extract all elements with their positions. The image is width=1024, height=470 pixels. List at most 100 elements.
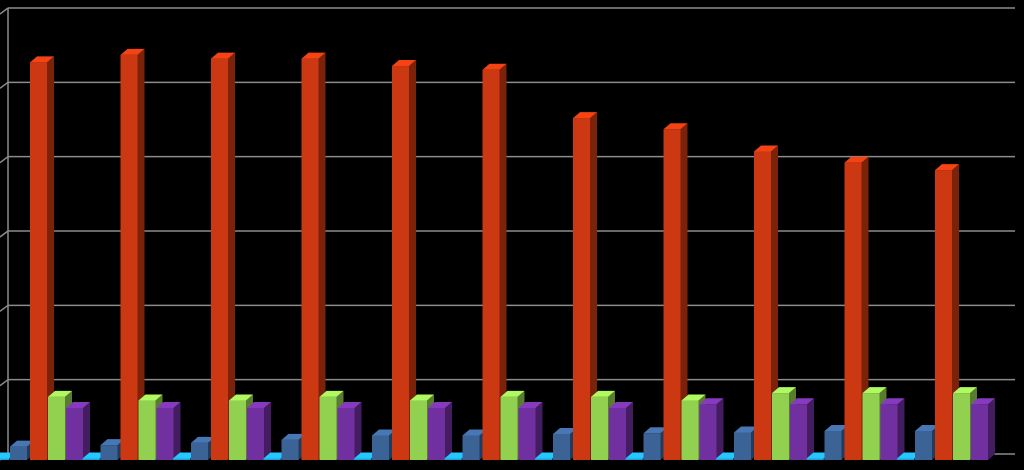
bar xyxy=(935,170,952,460)
bar-side xyxy=(264,401,271,460)
bar-side xyxy=(861,156,869,460)
bar-top xyxy=(462,429,487,436)
bar-top xyxy=(591,390,615,397)
bar xyxy=(953,393,970,460)
bar xyxy=(247,407,264,460)
bar xyxy=(897,458,914,460)
bar-side xyxy=(807,398,814,460)
bar xyxy=(880,404,898,460)
bar-side xyxy=(626,401,633,460)
bar xyxy=(716,458,733,460)
bar xyxy=(10,446,27,460)
grid-line-side xyxy=(0,7,9,15)
bar-top xyxy=(518,401,543,408)
bar-top xyxy=(734,426,758,433)
bar-top xyxy=(754,145,778,152)
bar xyxy=(428,407,445,460)
bar xyxy=(754,151,771,460)
bar xyxy=(790,404,807,460)
bar xyxy=(48,396,65,460)
grid-line-side xyxy=(0,156,9,164)
bar-side xyxy=(83,401,90,460)
bar-top xyxy=(573,112,597,119)
bar-top xyxy=(880,398,905,405)
bar-side xyxy=(173,401,181,460)
bar xyxy=(844,162,862,460)
bar xyxy=(500,396,518,460)
bar xyxy=(354,458,371,460)
bar xyxy=(444,458,462,460)
bar xyxy=(535,458,552,460)
bar-side xyxy=(952,164,959,460)
bar xyxy=(319,396,337,460)
bar-top xyxy=(935,164,959,171)
bar-side xyxy=(137,48,145,461)
bar-top xyxy=(681,394,706,401)
bar xyxy=(915,431,932,460)
bar xyxy=(862,393,880,460)
bar-top xyxy=(790,398,814,405)
bar-top xyxy=(428,401,452,408)
bar-top xyxy=(772,387,796,394)
grid-line-side xyxy=(0,379,9,387)
bar xyxy=(191,442,208,460)
bar xyxy=(518,407,536,460)
bar-top xyxy=(971,398,995,405)
bar-top xyxy=(281,433,306,440)
bar-top xyxy=(643,427,668,434)
bar xyxy=(643,433,661,460)
bar-top xyxy=(301,52,326,59)
bar xyxy=(772,393,789,460)
bar xyxy=(372,435,389,460)
bar-top xyxy=(392,60,416,67)
bar-side xyxy=(445,401,452,460)
bar-side xyxy=(499,63,507,460)
bar xyxy=(229,400,246,460)
bar-side xyxy=(409,60,416,461)
bar-top xyxy=(915,425,939,432)
bar-top xyxy=(844,156,869,163)
bar-top xyxy=(191,436,215,443)
bar xyxy=(281,439,299,460)
bar xyxy=(806,458,824,460)
bar xyxy=(591,396,608,460)
bar-top xyxy=(138,394,163,401)
bar-side xyxy=(318,52,326,460)
bar xyxy=(553,433,570,460)
bar xyxy=(971,404,988,460)
bar-top xyxy=(156,401,181,408)
bar xyxy=(301,58,319,460)
bar-top xyxy=(500,390,525,397)
bar-side xyxy=(771,145,778,460)
bar xyxy=(66,407,83,460)
bar-side xyxy=(354,401,362,460)
bar-top xyxy=(663,123,688,130)
bar xyxy=(392,66,409,461)
bar-top xyxy=(10,440,34,447)
bar xyxy=(663,129,681,460)
bar-top xyxy=(229,394,253,401)
bar xyxy=(824,431,842,460)
bar xyxy=(681,400,699,460)
bar xyxy=(156,407,174,460)
bar xyxy=(609,407,626,460)
bar xyxy=(699,404,717,460)
bar-side xyxy=(535,401,543,460)
bar xyxy=(625,458,643,460)
bar-top xyxy=(699,398,724,405)
grid-line-side xyxy=(0,81,9,89)
bar-side xyxy=(716,398,724,460)
bar-top xyxy=(410,394,434,401)
bar xyxy=(120,54,138,461)
bar xyxy=(30,62,47,461)
bar-side xyxy=(897,398,905,460)
bar-side xyxy=(590,112,597,461)
bar-side xyxy=(47,56,54,461)
grid-line-side xyxy=(0,304,9,312)
bar-side xyxy=(988,398,995,460)
bar-side xyxy=(680,123,688,460)
bar-top xyxy=(609,401,633,408)
bar-top xyxy=(120,48,145,55)
bar xyxy=(173,458,190,460)
